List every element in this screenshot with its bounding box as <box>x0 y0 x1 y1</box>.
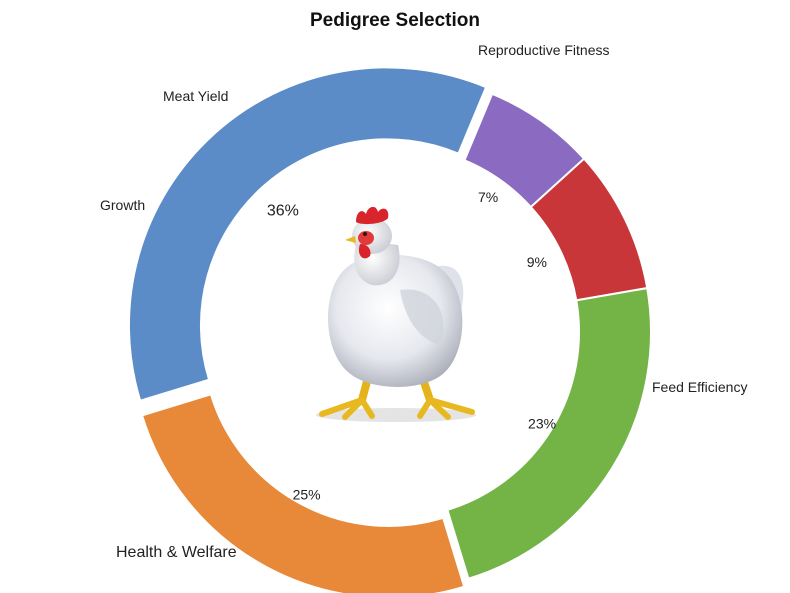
category-label-growth: Growth <box>100 197 145 213</box>
category-label-reproductive-fitness: Reproductive Fitness <box>478 42 610 58</box>
value-label-feed-efficiency: 25% <box>293 486 321 502</box>
chart-title: Pedigree Selection <box>309 10 480 31</box>
category-label-feed-efficiency: Feed Efficiency <box>652 379 747 395</box>
value-label-reproductive-fitness: 23% <box>528 416 556 432</box>
chicken-icon <box>316 206 476 422</box>
category-label-meat-yield: Meat Yield <box>163 88 228 104</box>
value-label-growth: 7% <box>478 189 498 205</box>
value-label-meat-yield: 9% <box>527 254 547 270</box>
slice-feed-efficiency <box>140 393 466 593</box>
slice-health-and-welfare <box>127 66 488 403</box>
value-label-health-and-welfare: 36% <box>267 203 299 220</box>
category-label-health-and-welfare: Health & Welfare <box>116 544 237 561</box>
slice-reproductive-fitness <box>446 286 652 580</box>
